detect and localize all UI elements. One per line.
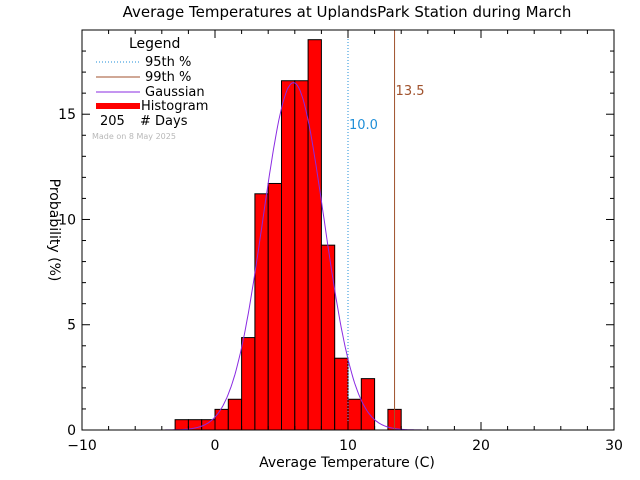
legend-label-95th: 95th % bbox=[145, 55, 191, 70]
histogram-bar bbox=[267, 182, 283, 431]
legend-days-count: 205 bbox=[100, 114, 125, 129]
x-tick-label: 10 bbox=[339, 438, 357, 454]
histogram-bar bbox=[227, 398, 243, 431]
chart-title: Average Temperatures at UplandsPark Stat… bbox=[123, 3, 572, 21]
legend-title: Legend bbox=[129, 36, 180, 52]
percentile-label: 13.5 bbox=[396, 84, 425, 99]
histogram-bar bbox=[320, 244, 336, 431]
legend-label-gaussian: Gaussian bbox=[145, 85, 205, 100]
gaussian-layer bbox=[161, 82, 428, 431]
y-tick-label: 10 bbox=[58, 212, 76, 228]
y-axis-ticks: 0 5 10 15 bbox=[58, 50, 614, 439]
y-axis-label: Probability (%) bbox=[46, 179, 62, 282]
legend: Legend 95th % 99th % Gaussian Histogram … bbox=[92, 36, 208, 141]
gaussian-curve bbox=[161, 82, 428, 431]
made-on-note: Made on 8 May 2025 bbox=[92, 132, 176, 141]
histogram-bar bbox=[307, 39, 322, 431]
x-axis-label: Average Temperature (C) bbox=[259, 455, 435, 471]
y-tick-label: 0 bbox=[67, 423, 76, 439]
histogram-bar bbox=[214, 408, 229, 431]
histogram-bar bbox=[241, 337, 256, 431]
x-axis-ticks: −10 0 10 20 30 bbox=[67, 30, 623, 454]
histogram-layer bbox=[174, 39, 402, 431]
legend-label-histogram: Histogram bbox=[141, 99, 208, 114]
x-tick-label: −10 bbox=[67, 438, 97, 454]
x-tick-label: 0 bbox=[211, 438, 220, 454]
percentile-label: 10.0 bbox=[349, 118, 378, 133]
x-tick-label: 20 bbox=[472, 438, 490, 454]
legend-label-99th: 99th % bbox=[145, 70, 191, 85]
histogram-bar bbox=[281, 80, 296, 431]
histogram-bar bbox=[347, 398, 362, 431]
y-tick-label: 5 bbox=[67, 318, 76, 334]
legend-days-label: # Days bbox=[140, 114, 188, 129]
y-tick-label: 15 bbox=[58, 107, 76, 123]
histogram-bar bbox=[174, 419, 189, 431]
x-tick-label: 30 bbox=[605, 438, 623, 454]
histogram-bar bbox=[334, 357, 349, 431]
percentile-layer: 10.0 13.5 bbox=[347, 30, 425, 430]
histogram-bar bbox=[294, 80, 309, 431]
